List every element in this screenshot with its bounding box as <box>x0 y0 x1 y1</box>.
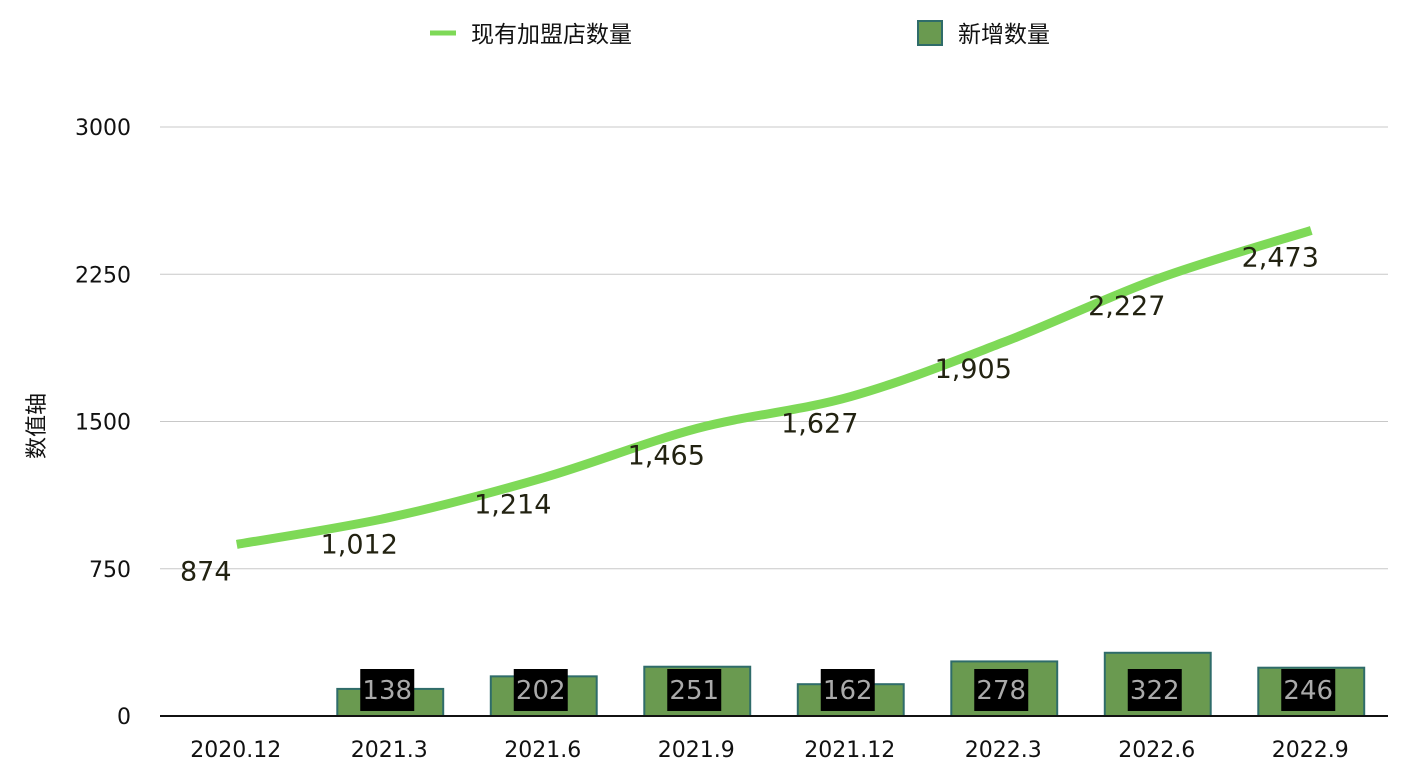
bar-label-box <box>667 669 722 711</box>
line-data-label: 1,465 <box>628 440 705 471</box>
line-series <box>235 226 1313 549</box>
bar-labels: 138 202 251 162 278 322 246 <box>360 669 1336 711</box>
bar-label-box <box>360 669 415 711</box>
bar-label-box <box>1127 669 1182 711</box>
x-axis: 2020.12 2021.3 2021.6 2021.9 2021.12 2022.3 20… <box>160 715 1388 763</box>
bar-data-label: 322 <box>1130 676 1180 706</box>
legend: 现有加盟店数量 新增数量 <box>430 20 1050 48</box>
y-axis-title: 数值轴 <box>25 393 50 459</box>
y-tick-label: 0 <box>117 705 131 730</box>
legend-bar-swatch <box>917 20 943 46</box>
x-tick-label: 2021.6 <box>504 738 581 763</box>
x-tick-label: 2022.9 <box>1272 738 1349 763</box>
bar-label-box <box>1281 669 1336 711</box>
line-data-label: 1,627 <box>781 409 858 440</box>
y-tick-label: 750 <box>89 558 131 583</box>
line-data-label: 1,012 <box>321 529 398 560</box>
bar-label-box <box>820 669 875 711</box>
bar-label-box <box>513 669 568 711</box>
y-tick-label: 3000 <box>75 116 131 141</box>
x-tick-label: 2022.6 <box>1118 738 1195 763</box>
line-data-label: 1,214 <box>474 490 551 521</box>
y-tick-label: 2250 <box>75 263 131 288</box>
line-path <box>235 226 1313 549</box>
line-data-label: 874 <box>180 556 232 587</box>
bar-data-label: 246 <box>1283 676 1333 706</box>
line-data-label: 2,473 <box>1242 242 1319 273</box>
line-data-label: 1,905 <box>935 354 1012 385</box>
x-tick-label: 2022.3 <box>965 738 1042 763</box>
legend-bar-label: 新增数量 <box>958 22 1050 48</box>
bar-data-label: 202 <box>516 676 566 706</box>
bar-data-label: 278 <box>976 676 1026 706</box>
x-tick-label: 2020.12 <box>190 738 281 763</box>
x-tick-label: 2021.12 <box>804 738 895 763</box>
bar-data-label: 138 <box>362 676 412 706</box>
line-labels: 874 1,012 1,214 1,465 1,627 1,905 2,227 2,473 <box>180 242 1319 587</box>
bar-data-label: 162 <box>823 676 873 706</box>
legend-line-label: 现有加盟店数量 <box>471 22 632 48</box>
bar-label-box <box>974 669 1029 711</box>
grid-lines <box>160 126 1388 570</box>
y-tick-label: 1500 <box>75 411 131 436</box>
y-axis: 0 750 1500 2250 3000 数值轴 <box>25 116 131 730</box>
bar-data-label: 251 <box>669 676 719 706</box>
line-data-label: 2,227 <box>1088 291 1165 322</box>
x-tick-label: 2021.9 <box>658 738 735 763</box>
x-tick-label: 2021.3 <box>351 738 428 763</box>
